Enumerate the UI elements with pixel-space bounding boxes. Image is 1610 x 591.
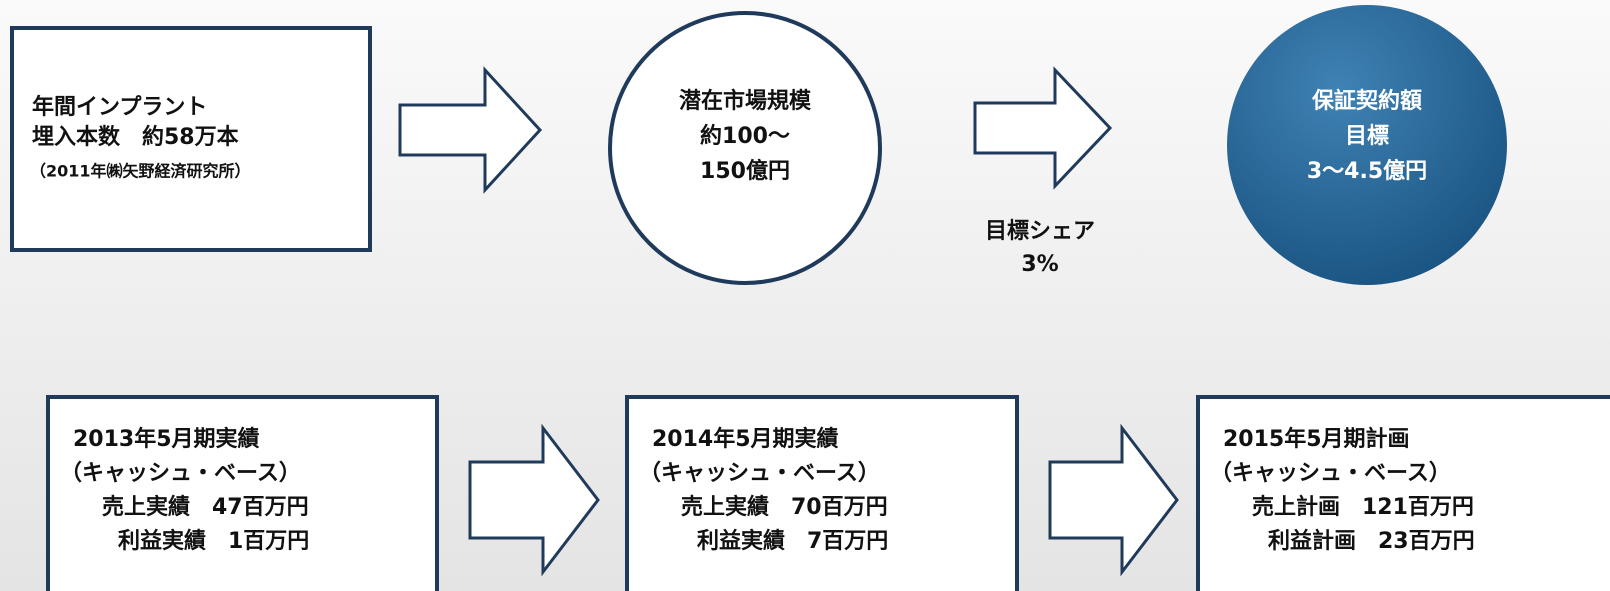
text-line: 利益実績 1百万円 [118, 528, 309, 554]
text-line: 目標 [1345, 124, 1389, 149]
goal-circle [1227, 5, 1507, 285]
text-line: 2014年5月期実績 [652, 426, 839, 452]
text-line: 利益計画 23百万円 [1268, 528, 1475, 554]
text-line: 利益実績 7百万円 [697, 528, 888, 554]
arrow [973, 66, 1113, 190]
text-line: （キャッシュ・ベース） [1210, 461, 1451, 486]
text-line: 年間インプラント [32, 94, 207, 120]
text-line: 150億円 [700, 158, 790, 184]
result-box [46, 395, 439, 591]
text-line: 3% [1021, 252, 1058, 277]
source-box [10, 26, 372, 252]
text-line: 売上実績 47百万円 [102, 494, 309, 520]
text-line: 2015年5月期計画 [1223, 426, 1410, 452]
text-line: （2011年㈱矢野経済研究所） [30, 162, 251, 181]
text-line: （キャッシュ・ベース） [639, 461, 880, 486]
text-line: 保証契約額 [1311, 88, 1422, 114]
text-line: 埋入本数 約58万本 [32, 124, 239, 150]
arrow [398, 66, 543, 194]
text-line: 3～4.5億円 [1307, 158, 1427, 184]
market-circle [608, 11, 882, 285]
text-line: 2013年5月期実績 [73, 426, 260, 452]
text-line: 約100～ [700, 123, 790, 149]
arrow [468, 423, 600, 577]
text-line: 売上計画 121百万円 [1252, 494, 1474, 520]
text-line: 売上実績 70百万円 [681, 494, 888, 520]
arrow [1048, 423, 1179, 577]
text-line: （キャッシュ・ベース） [60, 461, 301, 486]
text-line: 潜在市場規模 [679, 88, 812, 114]
result-box [625, 395, 1019, 591]
text-line: 目標シェア [985, 219, 1095, 244]
plan-box [1196, 395, 1610, 591]
